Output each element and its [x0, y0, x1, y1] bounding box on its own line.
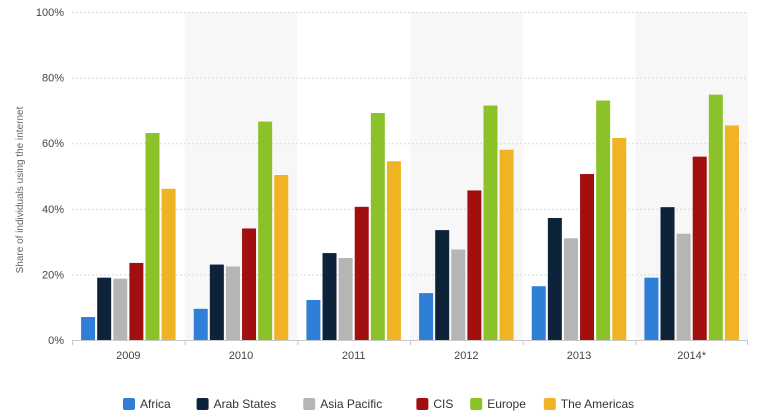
bar: [386, 161, 401, 340]
y-axis-ticks: 0% 20% 40% 60% 80% 100%: [36, 7, 64, 347]
bar: [596, 100, 611, 340]
bar: [419, 293, 434, 340]
legend-swatch: [416, 398, 429, 410]
legend-item[interactable]: Africa: [123, 397, 171, 411]
bar: [113, 278, 128, 340]
legend-item[interactable]: The Americas: [543, 397, 634, 411]
legend-item[interactable]: Asia Pacific: [303, 397, 382, 411]
bar: [563, 238, 578, 340]
y-tick-label: 80%: [42, 73, 64, 85]
bar: [209, 264, 224, 340]
bar: [692, 156, 707, 340]
bar: [467, 190, 482, 340]
legend-label: Africa: [140, 397, 171, 411]
bar: [547, 217, 562, 340]
bar: [483, 105, 498, 340]
x-tick-label: 2013: [567, 350, 591, 362]
bar: [612, 137, 627, 340]
x-tick-label: 2010: [229, 350, 253, 362]
bar: [354, 206, 369, 340]
legend-label: Europe: [487, 397, 526, 411]
x-tick-label: 2009: [116, 350, 140, 362]
legend-swatch: [470, 398, 483, 410]
legend-swatch: [303, 398, 316, 410]
bar: [129, 262, 144, 340]
y-tick-label: 20%: [42, 269, 64, 281]
bar: [531, 286, 546, 340]
bar: [580, 174, 595, 340]
bar: [322, 253, 337, 340]
bar: [225, 266, 240, 340]
x-tick-label: 2014*: [677, 350, 706, 362]
legend-label: CIS: [433, 397, 453, 411]
y-tick-label: 0%: [48, 335, 64, 347]
y-tick-label: 100%: [36, 7, 64, 19]
bar: [81, 317, 96, 340]
bar: [724, 125, 739, 340]
legend-item[interactable]: Europe: [470, 397, 526, 411]
x-axis-ticks: 2009 2010 2011 2012 2013 2014*: [72, 340, 748, 362]
bar: [306, 299, 321, 340]
legend-swatch: [543, 398, 556, 410]
bar: [242, 228, 257, 340]
legend-swatch: [196, 398, 209, 410]
bar: [338, 258, 353, 340]
bars: [81, 94, 739, 340]
bar: [708, 94, 723, 340]
legend-item[interactable]: CIS: [416, 397, 453, 411]
legend-label: Arab States: [214, 397, 277, 411]
bar: [274, 175, 289, 340]
bar: [435, 230, 450, 340]
y-tick-label: 60%: [42, 138, 64, 150]
bar: [660, 207, 675, 340]
bar: [258, 121, 273, 340]
legend-swatch: [123, 398, 135, 410]
bar: [451, 249, 466, 340]
legend-label: Asia Pacific: [320, 397, 382, 411]
legend-item[interactable]: Arab States: [196, 397, 277, 411]
bar: [97, 277, 112, 340]
bar: [145, 133, 160, 340]
bar: [676, 233, 691, 340]
bar: [370, 113, 385, 340]
x-tick-label: 2011: [342, 350, 366, 362]
legend-label: The Americas: [561, 397, 634, 411]
y-tick-label: 40%: [42, 204, 64, 216]
bar: [644, 277, 659, 340]
y-axis-title: Share of individuals using the internet: [15, 106, 26, 273]
legend[interactable]: Africa Arab States Asia Pacific CIS Europe Th…: [123, 397, 634, 411]
bar: [499, 149, 514, 340]
x-tick-label: 2012: [454, 350, 478, 362]
bar: [193, 308, 208, 340]
bar: [161, 188, 176, 340]
